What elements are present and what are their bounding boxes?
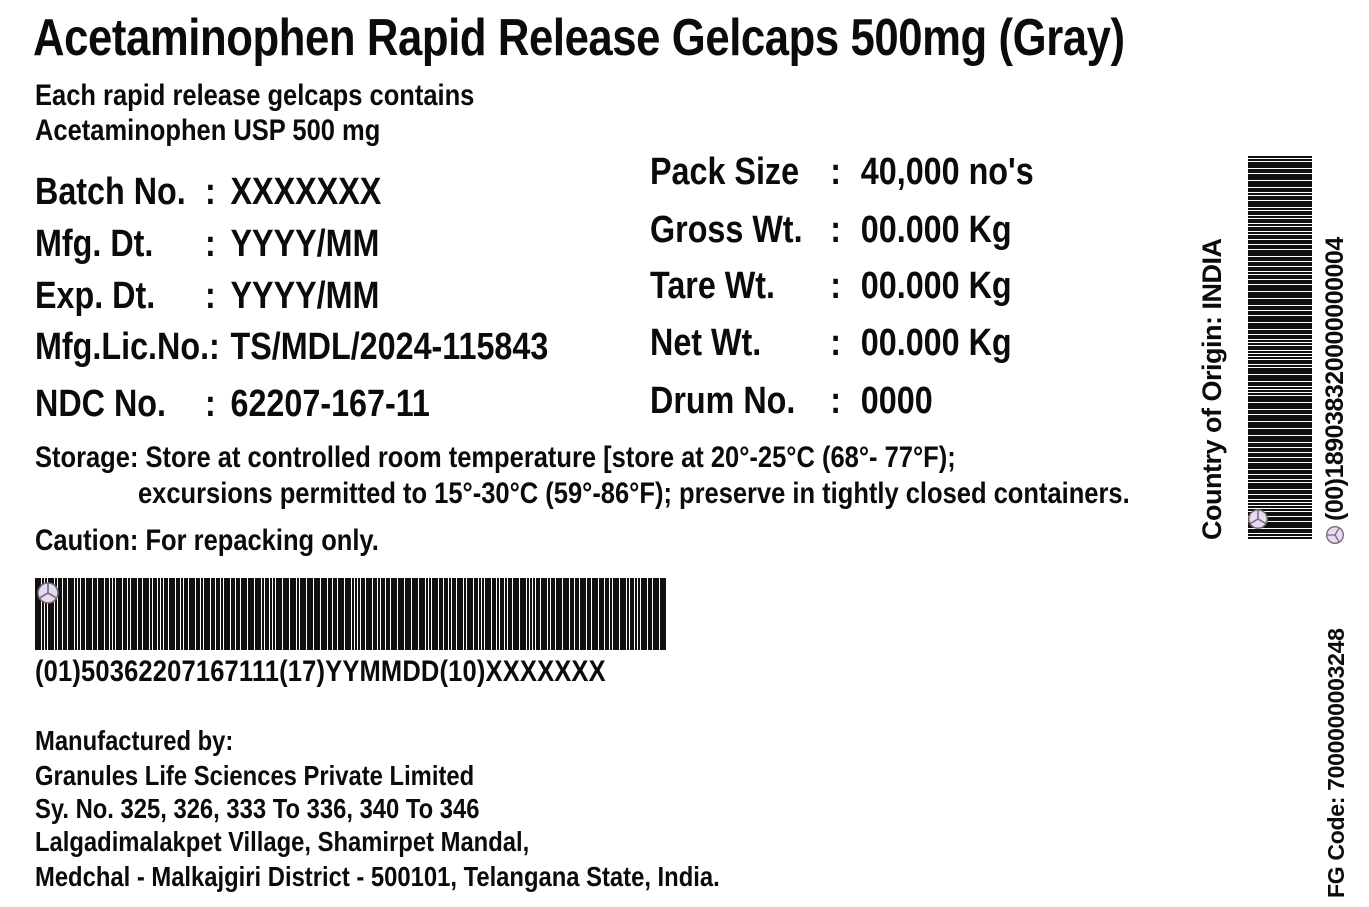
field-value: YYYY/MM <box>230 275 380 317</box>
fnc1-symbol-icon <box>1248 509 1268 529</box>
fnc1-symbol-icon <box>37 582 59 604</box>
sscc-number-wrap: (00)189038320000000004 <box>1320 235 1349 545</box>
field-separator: : <box>205 275 216 317</box>
manufactured-by-heading: Manufactured by: <box>35 725 234 756</box>
field-value: 00.000 Kg <box>860 209 1012 251</box>
field-value: TS/MDL/2024-115843 <box>230 326 549 368</box>
field-label: Exp. Dt. <box>35 275 156 317</box>
field-row-pack-size: Pack Size : 40,000 no's <box>650 151 1034 193</box>
field-row-tare-wt: Tare Wt. : 00.000 Kg <box>650 265 1012 307</box>
field-label: NDC No. <box>35 383 166 425</box>
gs1-128-barcode <box>35 578 668 650</box>
field-separator <box>205 328 231 368</box>
field-row-batch-no: Batch No. : XXXXXXX <box>35 171 382 213</box>
fg-code-text: FG Code: 7000000003248 <box>1322 628 1349 898</box>
manufacturer-address-line-1-wrap: Sy. No. 325, 326, 333 To 336, 340 To 346 <box>35 793 558 824</box>
field-value: 40,000 no's <box>860 151 1034 193</box>
field-value: XXXXXXX <box>230 171 382 213</box>
storage-line-1: Storage: Store at controlled room temper… <box>35 441 956 474</box>
barcode-human-readable-wrap: (01)50362207167111(17)YYMMDD(10)XXXXXXX <box>35 655 707 688</box>
field-row-mfg-lic-no: Mfg.Lic.No.: TS/MDL/2024-115843 <box>35 326 549 368</box>
storage-line-2-wrap: excursions permitted to 15°-30°C (59°-86… <box>138 477 1305 510</box>
field-row-drum-no: Drum No. : 0000 <box>650 380 933 422</box>
page-title: Acetaminophen Rapid Release Gelcaps 500m… <box>33 9 1125 67</box>
page-title-wrap: Acetaminophen Rapid Release Gelcaps 500m… <box>33 10 1333 66</box>
field-label: Mfg. Dt. <box>35 223 154 265</box>
field-value: 0000 <box>860 380 933 422</box>
manufacturer-address-line-2: Lalgadimalakpet Village, Shamirpet Manda… <box>35 826 530 857</box>
composition-line-1: Each rapid release gelcaps contains <box>35 79 475 112</box>
field-label: Batch No. <box>35 171 186 213</box>
field-label: Net Wt. <box>650 322 762 364</box>
country-of-origin-text: Country of Origin: INDIA <box>1196 238 1227 540</box>
composition-line-2: Acetaminophen USP 500 mg <box>35 114 381 147</box>
manufacturer-name-wrap: Granules Life Sciences Private Limited <box>35 760 552 791</box>
sscc-vertical-barcode <box>1248 156 1312 540</box>
field-separator: : <box>830 380 841 422</box>
sscc-number-text: (00)189038320000000004 <box>1320 237 1349 521</box>
storage-line-2: excursions permitted to 15°-30°C (59°-86… <box>138 477 1130 510</box>
field-label: Drum No. <box>650 380 796 422</box>
field-value: YYYY/MM <box>230 223 380 265</box>
barcode-human-readable: (01)50362207167111(17)YYMMDD(10)XXXXXXX <box>35 655 606 688</box>
manufacturer-address-line-3-wrap: Medchal - Malkajgiri District - 500101, … <box>35 861 841 892</box>
manufactured-by-heading-wrap: Manufactured by: <box>35 725 268 756</box>
field-row-exp-date: Exp. Dt. : YYYY/MM <box>35 275 380 317</box>
manufacturer-address-line-1: Sy. No. 325, 326, 333 To 336, 340 To 346 <box>35 793 480 824</box>
field-separator: : <box>205 171 216 213</box>
field-label: Mfg.Lic.No.: <box>35 326 220 368</box>
composition-line-2-wrap: Acetaminophen USP 500 mg <box>35 114 441 147</box>
manufacturer-address-line-3: Medchal - Malkajgiri District - 500101, … <box>35 861 720 892</box>
field-value: 62207-167-11 <box>230 383 430 425</box>
manufacturer-name: Granules Life Sciences Private Limited <box>35 760 475 791</box>
field-separator: : <box>830 265 841 307</box>
fg-code-wrap: FG Code: 7000000003248 <box>1323 628 1349 898</box>
field-separator: : <box>830 151 841 193</box>
field-label: Gross Wt. <box>650 209 803 251</box>
field-row-net-wt: Net Wt. : 00.000 Kg <box>650 322 1012 364</box>
field-row-ndc-no: NDC No. : 62207-167-11 <box>35 383 430 425</box>
field-row-mfg-date: Mfg. Dt. : YYYY/MM <box>35 223 380 265</box>
field-label: Tare Wt. <box>650 265 776 307</box>
field-row-gross-wt: Gross Wt. : 00.000 Kg <box>650 209 1012 251</box>
field-separator: : <box>205 383 216 425</box>
field-label: Pack Size <box>650 151 800 193</box>
field-separator: : <box>205 223 216 265</box>
caution-line: Caution: For repacking only. <box>35 524 379 557</box>
field-separator: : <box>830 322 841 364</box>
storage-line-1-wrap: Storage: Store at controlled room temper… <box>35 441 1118 474</box>
manufacturer-address-line-2-wrap: Lalgadimalakpet Village, Shamirpet Manda… <box>35 826 616 857</box>
caution-line-wrap: Caution: For repacking only. <box>35 524 439 557</box>
field-separator: : <box>830 209 841 251</box>
composition-line-1-wrap: Each rapid release gelcaps contains <box>35 79 552 112</box>
field-value: 00.000 Kg <box>860 265 1012 307</box>
country-of-origin-wrap: Country of Origin: INDIA <box>1197 218 1227 540</box>
fnc1-symbol-icon <box>1326 526 1344 544</box>
field-value: 00.000 Kg <box>860 322 1012 364</box>
